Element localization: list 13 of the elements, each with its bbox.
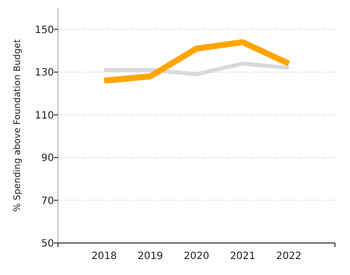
y-tick-label: 110 [34, 110, 54, 122]
y-tick-label: 130 [34, 68, 54, 79]
x-tick-label: 2018 [91, 251, 117, 262]
y-tick-label: 90 [41, 153, 54, 164]
y-tick-label: 150 [34, 24, 54, 36]
y-tick-label: 50 [41, 238, 54, 250]
x-tick-label: 2021 [230, 251, 256, 262]
x-tick-label: 2019 [138, 251, 164, 262]
y-tick-label: 70 [41, 196, 54, 207]
y-axis-title: % Spending above Foundation Budget [13, 38, 23, 212]
x-tick-label: 2020 [184, 251, 210, 262]
x-tick-label: 2022 [276, 251, 302, 262]
line-series [102, 62, 291, 76]
